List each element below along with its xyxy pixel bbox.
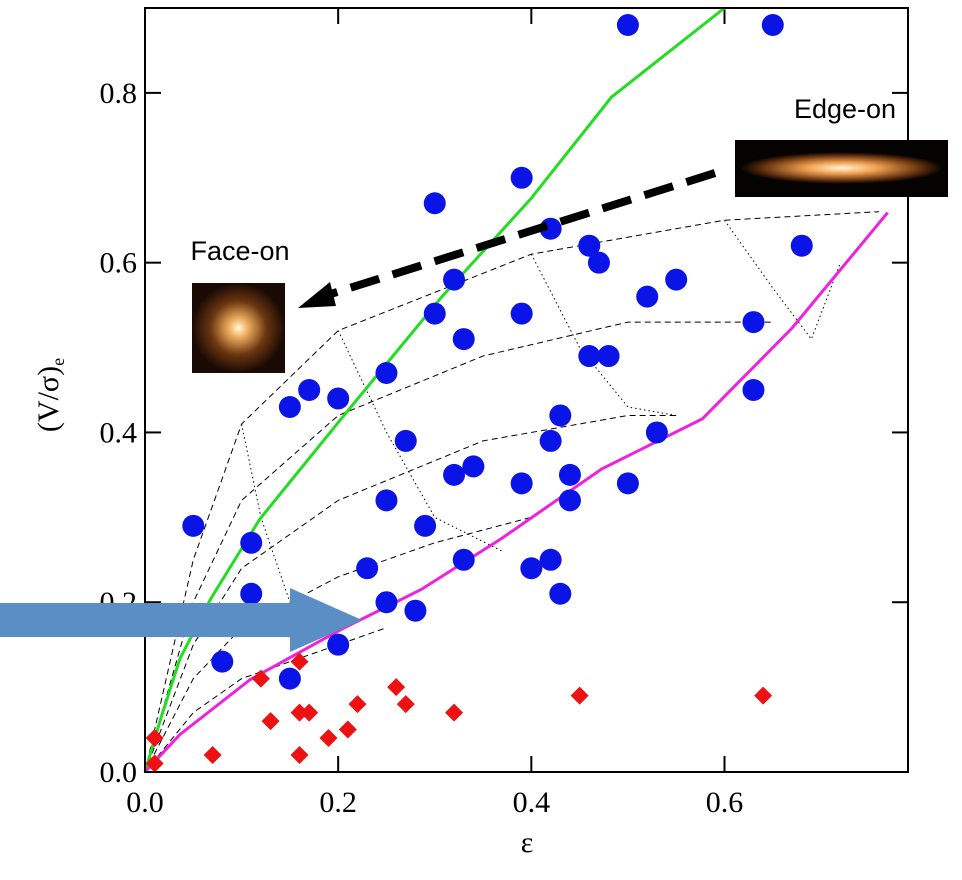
circle-point	[616, 13, 639, 36]
circle-point	[558, 463, 581, 486]
edge-on-label: Edge-on	[794, 94, 896, 124]
diamond-point	[754, 686, 773, 705]
x-tick-label: 0.4	[513, 786, 551, 819]
circle-point	[578, 234, 601, 257]
circle-point	[790, 234, 813, 257]
circle-point	[375, 489, 398, 512]
dashed-arrow-head	[298, 282, 336, 308]
circle-point	[645, 421, 668, 444]
x-tick-label: 0.2	[319, 786, 357, 819]
diamond-point	[290, 703, 309, 722]
circle-point	[742, 379, 765, 401]
circle-point	[761, 13, 784, 36]
blue-arrow-head	[290, 588, 362, 652]
circle-point	[278, 667, 301, 690]
circle-point	[616, 472, 639, 495]
circle-point	[665, 268, 688, 291]
circle-point	[356, 557, 379, 580]
circle-point	[510, 472, 533, 495]
diamond-point	[319, 729, 338, 748]
circle-point	[240, 531, 263, 554]
model-curve	[241, 423, 339, 637]
ticks: 0.0 0.2 0.4 0.60.00.20.40.60.8	[100, 8, 908, 819]
diamond-point	[348, 695, 367, 714]
diamond-point	[445, 703, 464, 722]
diamond-point	[145, 754, 164, 773]
model-curve	[724, 219, 841, 341]
model-curve	[144, 321, 773, 773]
circle-point	[452, 328, 475, 351]
circle-point	[597, 345, 620, 368]
circle-point	[539, 429, 562, 452]
diamond-point	[203, 746, 222, 765]
y-axis-label-main: (V/σ)	[32, 366, 65, 432]
circle-point	[452, 548, 475, 571]
circle-point	[375, 362, 398, 385]
circle-point	[510, 166, 533, 189]
diamond-point	[338, 720, 357, 739]
diamond-point	[570, 686, 589, 705]
edge-on-galaxy	[740, 152, 944, 184]
x-tick-label: 0.0	[126, 786, 164, 819]
circle-point	[327, 387, 350, 410]
circle-point	[520, 557, 543, 580]
circle-point	[510, 302, 533, 325]
circle-point	[462, 455, 485, 478]
x-tick-label: 0.6	[706, 786, 744, 819]
diamond-point	[145, 729, 164, 748]
circle-point	[443, 268, 466, 291]
circle-point	[558, 489, 581, 512]
circle-point	[578, 345, 601, 368]
diamond-point	[396, 695, 415, 714]
circle-point	[414, 514, 437, 537]
circle-point	[636, 285, 659, 308]
y-tick-label: 0.6	[100, 247, 138, 280]
y-tick-label: 0.0	[100, 756, 138, 789]
diamond-point	[300, 703, 319, 722]
diamond-point	[290, 746, 309, 765]
face-on-label: Face-on	[190, 236, 289, 266]
blue-arrow-body	[0, 603, 292, 637]
model-curve	[144, 415, 677, 773]
circle-point	[394, 429, 417, 452]
y-axis-label-sub: e	[48, 358, 68, 366]
y-tick-label: 0.8	[100, 77, 138, 110]
circle-point	[742, 311, 765, 334]
diamond-point	[290, 652, 309, 671]
diamond-point	[261, 712, 280, 731]
circle-point	[211, 650, 234, 673]
circle-point	[404, 599, 427, 622]
plot-frame	[144, 7, 909, 773]
circle-point	[327, 633, 350, 656]
circle-point	[423, 192, 446, 215]
circle-point	[375, 591, 398, 614]
dashed-arrow	[316, 169, 717, 302]
circle-point	[423, 302, 446, 325]
circle-point	[278, 395, 301, 418]
circle-point	[443, 463, 466, 486]
face-on-image	[192, 283, 285, 373]
diamond-point	[251, 669, 270, 688]
x-axis-label: ε	[521, 826, 534, 859]
model-line	[143, 6, 726, 773]
circle-point	[298, 379, 321, 401]
circle-point	[549, 404, 572, 427]
circle-point	[240, 582, 263, 605]
model-curve	[144, 627, 387, 773]
circle-point	[549, 582, 572, 605]
diamond-point	[387, 678, 406, 697]
y-axis-label: (V/σ)e	[32, 358, 68, 432]
model-curve	[530, 253, 677, 416]
circle-point	[539, 548, 562, 571]
model-curve	[337, 330, 503, 552]
model-curve	[144, 516, 532, 773]
circle-point	[182, 514, 205, 537]
circle-point	[587, 251, 610, 274]
y-tick-label: 0.4	[100, 416, 138, 449]
